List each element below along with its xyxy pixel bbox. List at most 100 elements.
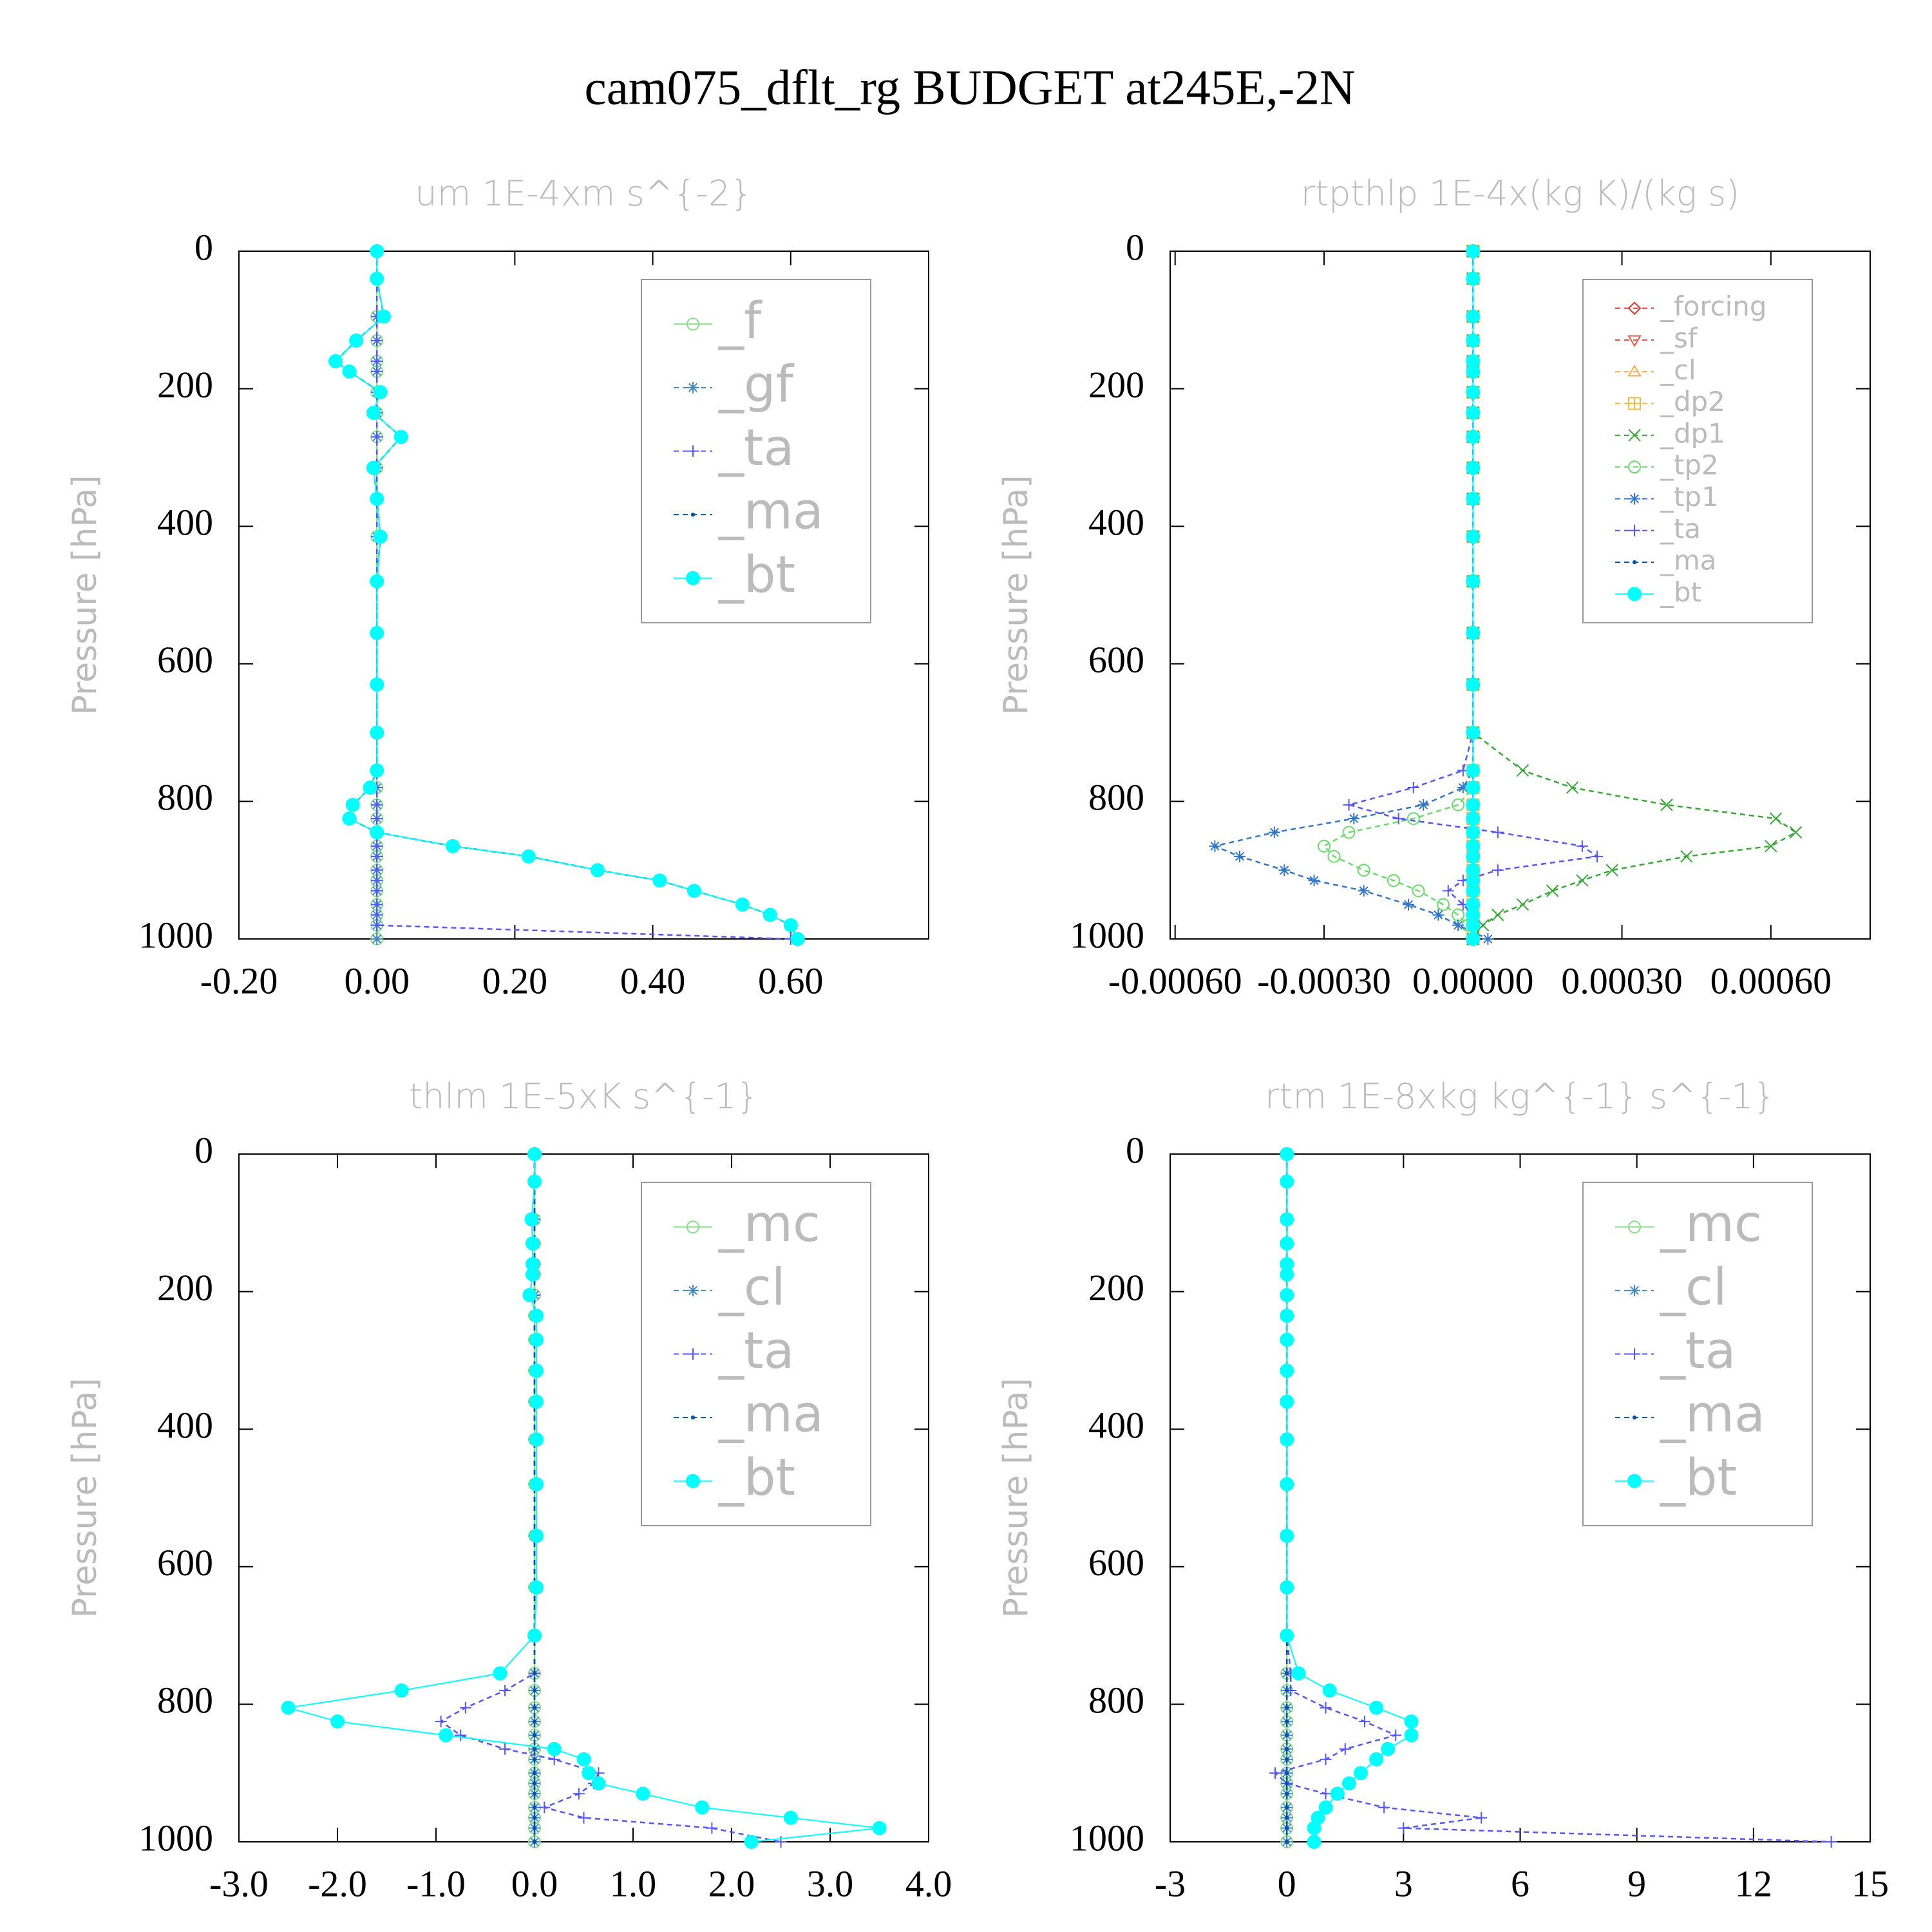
data-point [1285,1719,1289,1724]
x-tick-label: 3.0 [807,1862,854,1904]
y-tick-label: 0 [1126,1129,1144,1171]
legend-label: _bt [1660,1449,1737,1507]
y-axis-label: Pressure [hPa] [997,475,1036,715]
x-tick-label: 0.00 [344,960,410,1001]
legend-label: _bt [1660,576,1701,608]
data-point [582,1766,596,1781]
data-point [576,1752,591,1766]
y-tick-label: 600 [1088,1542,1144,1584]
y-tick-label: 1000 [138,1817,213,1859]
legend-label: _ma [718,483,824,541]
legend-box [1582,279,1813,623]
x-tick-label: 9 [1627,1862,1646,1904]
data-point [345,797,360,812]
data-point [1591,850,1603,862]
data-point [532,1719,537,1724]
x-tick-label: -2.0 [308,1862,367,1904]
data-point [1466,364,1481,379]
data-point [1516,898,1530,911]
figure-title: cam075_dflt_rg BUDGET at245E,-2N [585,60,1356,115]
data-point [573,1788,585,1800]
legend-marker [690,512,696,517]
data-point [1358,885,1370,897]
data-point [371,850,383,862]
data-point [1320,1788,1332,1800]
data-point [366,405,381,420]
data-point [529,1432,544,1447]
y-tick-label: 400 [157,1405,213,1446]
data-point [1285,1757,1289,1761]
data-point [532,1805,537,1810]
x-tick-label: 15 [1852,1862,1889,1904]
data-point [370,491,384,506]
data-point [1406,812,1420,826]
data-point [1280,1236,1294,1251]
x-tick-label: -0.00060 [1108,960,1242,1001]
data-point [735,897,750,912]
data-point [1404,1728,1419,1743]
data-point [532,1733,537,1738]
data-point [525,1256,540,1271]
data-point [394,1683,409,1698]
data-point [371,909,383,921]
data-point [529,1332,544,1347]
data-point [532,1757,537,1761]
data-point [1466,309,1481,324]
x-tick-label: 1.0 [610,1862,657,1904]
legend-label: _ta [1660,1322,1736,1380]
legend-box [1582,1182,1813,1526]
data-point [1466,677,1481,692]
legend-marker [1629,1348,1640,1360]
data-point [532,1781,537,1786]
legend-box [641,279,871,623]
legend-label: _tp2 [1660,450,1719,481]
data-point [1407,782,1419,794]
y-tick-label: 600 [157,1542,213,1584]
data-point [1466,529,1481,544]
legend-marker [1627,335,1642,347]
data-point [1291,1666,1306,1681]
data-point [1280,1528,1294,1543]
data-point [328,354,343,368]
data-point [525,1267,540,1282]
data-point [1280,1332,1294,1347]
data-point [1280,1394,1294,1409]
data-point [371,334,383,346]
data-point [1576,840,1588,852]
data-point [1358,1716,1370,1728]
data-point [1280,1212,1294,1227]
legend-label: _ma [1660,545,1716,576]
data-point [527,1628,542,1643]
data-point [783,1810,798,1825]
data-point [459,1701,471,1714]
data-point [1516,764,1530,777]
data-point [1357,864,1370,877]
data-point [1285,1781,1289,1786]
data-point [522,1287,537,1302]
data-point [1353,1766,1368,1781]
data-point [527,1174,542,1189]
data-point [371,875,383,887]
legend-label: _cl [718,1258,786,1316]
y-tick-label: 200 [1088,1267,1144,1309]
panel-title: um 1E-4xm s^{-2} [415,173,753,214]
legend-label: _mc [1660,1195,1762,1253]
panel-title: thlm 1E-5xK s^{-1} [409,1076,759,1117]
data-point [1466,825,1481,840]
x-tick-label: 0.60 [758,960,824,1001]
data-point [1280,1580,1294,1595]
data-point [527,1147,542,1161]
legend-label: _ma [1660,1386,1765,1444]
data-point [1466,405,1481,420]
data-point [370,271,384,286]
data-point [652,873,667,888]
data-point [330,1714,345,1729]
data-point [1381,1741,1396,1756]
x-tick-label: 6 [1511,1862,1530,1904]
data-point [1466,863,1481,878]
data-point [1466,384,1481,399]
data-point [370,244,384,258]
data-point [590,863,605,878]
legend-marker [1628,429,1641,442]
